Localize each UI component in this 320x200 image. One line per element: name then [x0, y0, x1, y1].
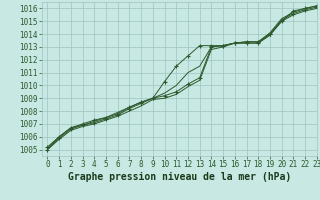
X-axis label: Graphe pression niveau de la mer (hPa): Graphe pression niveau de la mer (hPa): [68, 172, 291, 182]
